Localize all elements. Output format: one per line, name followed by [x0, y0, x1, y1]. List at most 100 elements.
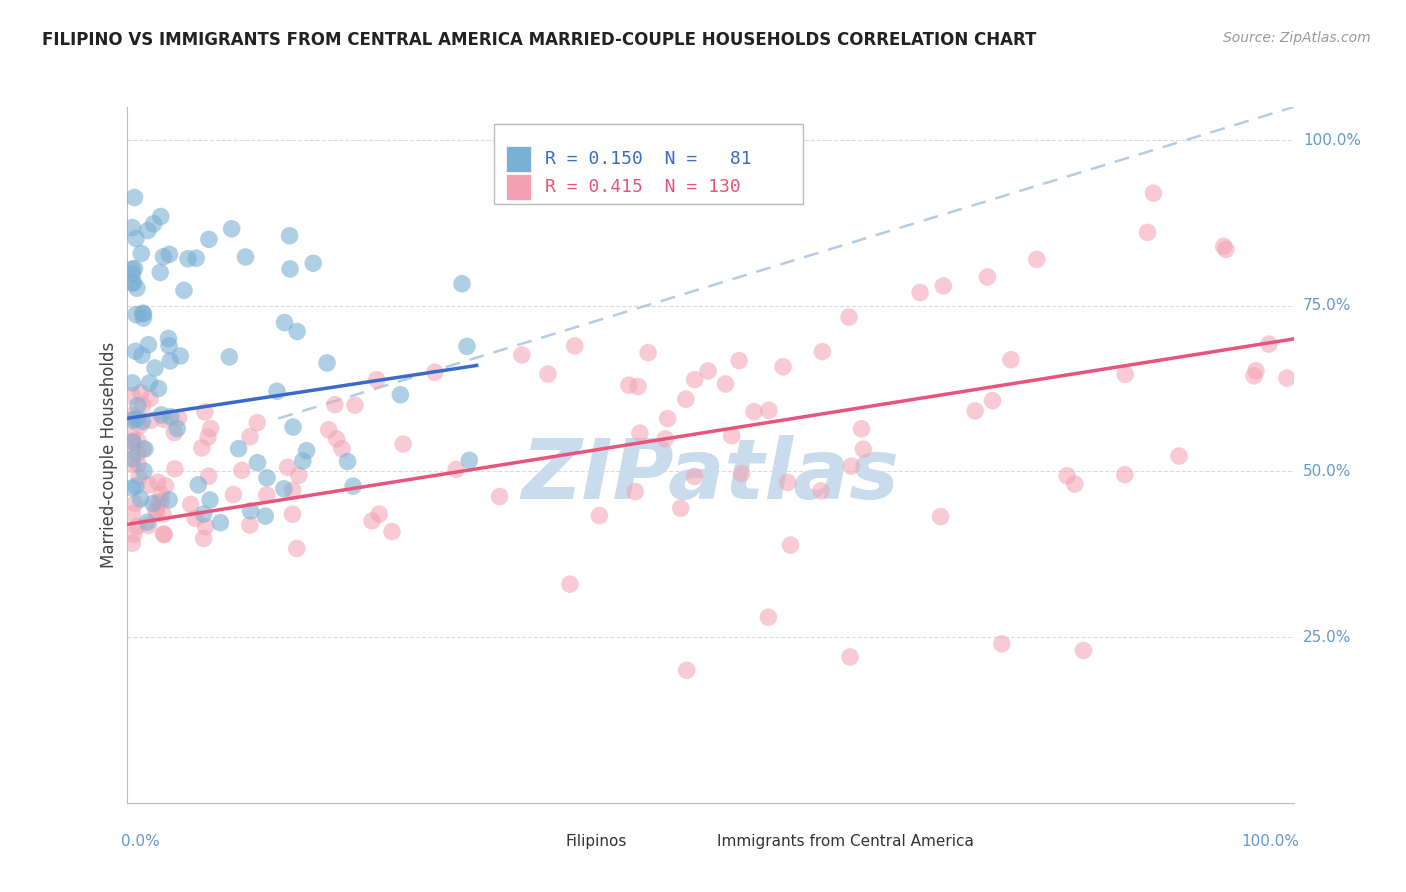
Point [389, 388, 412, 402]
Point [558, 577, 581, 591]
Point [194, 405, 217, 419]
Text: 25.0%: 25.0% [1303, 630, 1351, 645]
FancyBboxPatch shape [506, 174, 531, 201]
Point [121, 276, 143, 290]
Point [148, 496, 170, 510]
Point [302, 256, 325, 270]
Point [683, 373, 706, 387]
Point [285, 541, 308, 556]
Point [316, 356, 339, 370]
Point [246, 416, 269, 430]
Point [131, 306, 153, 320]
Point [159, 409, 181, 424]
Text: 100.0%: 100.0% [1241, 834, 1299, 849]
Point [218, 350, 240, 364]
Point [121, 451, 143, 466]
Point [150, 494, 173, 508]
Point [141, 413, 163, 427]
Point [124, 190, 146, 204]
Point [131, 348, 153, 362]
Point [1212, 239, 1234, 253]
Point [368, 507, 391, 521]
Point [488, 490, 510, 504]
Point [121, 376, 143, 390]
Point [697, 364, 720, 378]
Point [228, 442, 250, 456]
Text: 50.0%: 50.0% [1303, 464, 1351, 479]
Point [143, 361, 166, 376]
Point [1215, 243, 1237, 257]
Point [1168, 449, 1191, 463]
Point [127, 457, 149, 471]
Point [138, 337, 160, 351]
FancyBboxPatch shape [494, 124, 803, 204]
Point [221, 221, 243, 235]
Point [166, 421, 188, 435]
Point [318, 423, 340, 437]
Point [1063, 477, 1085, 491]
Point [627, 379, 650, 393]
Point [125, 281, 148, 295]
Point [157, 492, 180, 507]
Point [776, 475, 799, 490]
Point [127, 519, 149, 533]
Point [187, 478, 209, 492]
Point [150, 487, 173, 501]
Point [458, 453, 481, 467]
Point [121, 434, 143, 449]
Point [624, 484, 647, 499]
Point [1056, 468, 1078, 483]
Point [121, 409, 143, 423]
Point [198, 492, 221, 507]
Point [121, 442, 143, 457]
Point [779, 538, 801, 552]
Point [127, 446, 149, 460]
Text: FILIPINO VS IMMIGRANTS FROM CENTRAL AMERICA MARRIED-COUPLE HOUSEHOLDS CORRELATIO: FILIPINO VS IMMIGRANTS FROM CENTRAL AMER… [42, 31, 1036, 49]
Point [654, 432, 676, 446]
Point [669, 501, 692, 516]
Point [124, 344, 146, 359]
Point [197, 430, 219, 444]
Point [1114, 467, 1136, 482]
Point [139, 392, 162, 406]
Point [323, 398, 346, 412]
Point [1073, 643, 1095, 657]
Point [132, 464, 155, 478]
Point [564, 339, 586, 353]
Point [194, 519, 217, 533]
Point [222, 487, 245, 501]
Point [134, 442, 156, 456]
Point [246, 456, 269, 470]
Point [730, 467, 752, 481]
Point [155, 479, 177, 493]
Point [121, 507, 143, 521]
Text: ZIPatlas: ZIPatlas [522, 435, 898, 516]
Point [169, 349, 191, 363]
Point [153, 527, 176, 541]
Point [121, 413, 143, 427]
Point [148, 382, 170, 396]
Point [423, 365, 446, 379]
Point [239, 430, 262, 444]
Point [343, 398, 366, 412]
Point [193, 507, 215, 521]
FancyBboxPatch shape [686, 831, 710, 849]
FancyBboxPatch shape [506, 146, 531, 172]
Point [129, 418, 152, 433]
Point [231, 463, 253, 477]
Point [152, 507, 174, 521]
Point [129, 385, 152, 400]
Point [908, 285, 931, 300]
Point [163, 462, 186, 476]
Point [929, 509, 952, 524]
Point [266, 384, 288, 399]
Point [136, 515, 159, 529]
Point [256, 488, 278, 502]
Point [125, 412, 148, 426]
Point [173, 283, 195, 297]
Point [295, 443, 318, 458]
Point [451, 277, 474, 291]
Point [121, 267, 143, 281]
Point [146, 475, 169, 490]
Point [277, 460, 299, 475]
